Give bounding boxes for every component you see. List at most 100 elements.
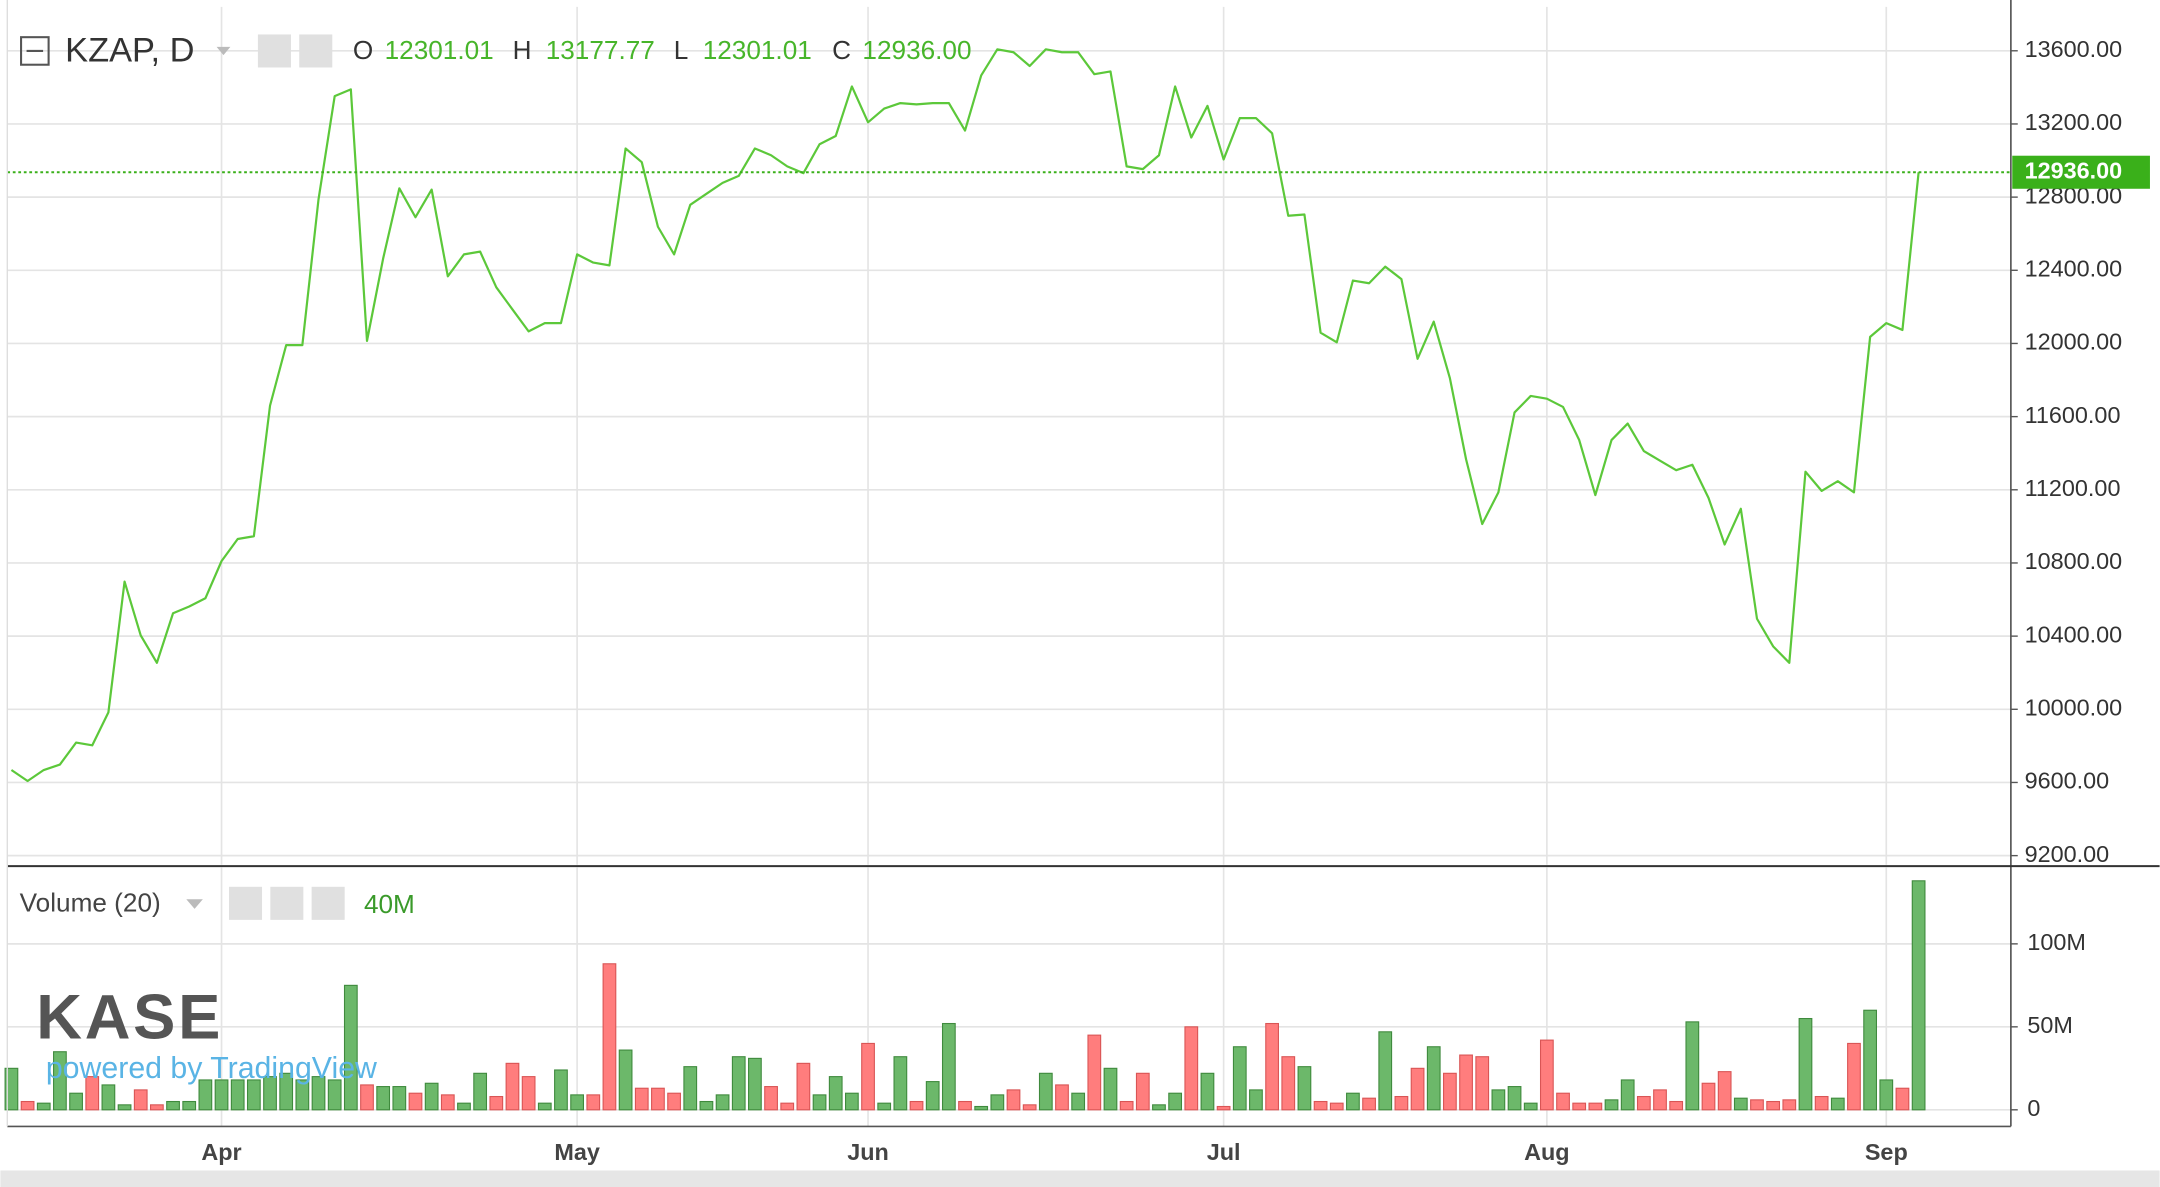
volume-bar <box>958 1100 972 1111</box>
y-tick-label: 9200.00 <box>2025 841 2110 867</box>
volume-bar <box>1443 1072 1457 1111</box>
volume-bar <box>796 1062 811 1111</box>
volume-bar <box>1895 1087 1910 1111</box>
x-tick-label: May <box>554 1139 600 1165</box>
volume-bar <box>263 1076 277 1111</box>
volume-bar <box>699 1100 714 1111</box>
volume-bar <box>861 1042 875 1111</box>
volume-bar <box>1281 1056 1296 1111</box>
volume-bar <box>69 1092 83 1111</box>
volume-bar <box>182 1100 197 1111</box>
x-tick-label: Jun <box>847 1139 889 1165</box>
symbol-dropdown[interactable] <box>216 46 231 56</box>
watermark-caption: powered by TradingView <box>46 1052 377 1085</box>
volume-bar <box>1346 1092 1360 1111</box>
watermark-logo: KASE <box>36 982 223 1052</box>
volume-bar <box>877 1102 892 1111</box>
volume-bar <box>4 1067 19 1111</box>
volume-bar <box>941 1022 956 1111</box>
volume-bar <box>1847 1042 1861 1111</box>
volume-bar <box>812 1094 827 1111</box>
volume-dropdown[interactable] <box>186 899 203 909</box>
volume-bar <box>570 1094 585 1111</box>
volume-bar <box>1329 1102 1344 1111</box>
volume-bar <box>909 1100 924 1111</box>
volume-bar <box>1038 1072 1053 1111</box>
collapse-button[interactable] <box>20 36 50 66</box>
volume-bar <box>1491 1089 1506 1111</box>
volume-bar <box>1507 1086 1522 1111</box>
volume-bar <box>1232 1046 1247 1111</box>
volume-bar <box>36 1102 51 1111</box>
volume-bar <box>1362 1097 1376 1111</box>
volume-remove-button[interactable] <box>311 886 345 920</box>
volume-bar <box>1701 1082 1716 1111</box>
volume-bar <box>1782 1099 1797 1111</box>
settings-button[interactable] <box>299 34 333 68</box>
visibility-button[interactable] <box>257 34 291 68</box>
volume-bar <box>1717 1071 1732 1111</box>
y-tick-label: 50M <box>2027 1012 2073 1038</box>
volume-bar <box>1750 1099 1764 1111</box>
volume-bar <box>311 1076 326 1111</box>
close-label: C <box>832 35 851 65</box>
volume-bar <box>844 1092 859 1111</box>
volume-bar <box>440 1094 455 1111</box>
volume-bar <box>1733 1097 1748 1111</box>
low-label: L <box>674 35 689 65</box>
volume-bar <box>1669 1100 1684 1111</box>
x-tick-label: Sep <box>1865 1139 1908 1165</box>
volume-bar <box>748 1057 762 1111</box>
volume-bar <box>1556 1092 1570 1111</box>
volume-bar <box>1103 1067 1118 1111</box>
volume-bar <box>1216 1105 1231 1111</box>
volume-bar <box>1426 1046 1441 1111</box>
y-tick-label: 11200.00 <box>2025 475 2121 501</box>
volume-bar <box>1006 1089 1021 1111</box>
volume-bar <box>1071 1092 1086 1111</box>
volume-bar <box>1249 1089 1263 1111</box>
low-value: 12301.01 <box>703 35 812 65</box>
volume-bar <box>1620 1079 1635 1111</box>
symbol: KZAP, D <box>65 31 194 69</box>
volume-bar <box>1022 1104 1037 1111</box>
volume-bar <box>424 1082 439 1111</box>
volume-bar <box>246 1079 261 1111</box>
volume-bar <box>731 1056 746 1111</box>
volume-bar <box>133 1089 148 1111</box>
volume-bar <box>1168 1092 1183 1111</box>
volume-bar <box>618 1049 633 1111</box>
volume-bar <box>1636 1095 1651 1111</box>
y-tick-label: 13200.00 <box>2025 109 2123 135</box>
volume-bar <box>1055 1084 1069 1111</box>
volume-bar <box>521 1076 536 1111</box>
marks <box>4 48 2011 1111</box>
volume-bar <box>554 1069 568 1111</box>
volume-bar <box>1653 1089 1667 1111</box>
volume-settings-button[interactable] <box>270 886 304 920</box>
volume-bar <box>1135 1072 1150 1111</box>
volume-bar <box>343 984 358 1111</box>
volume-bar <box>53 1051 67 1111</box>
x-tick-label: Aug <box>1524 1139 1569 1165</box>
volume-bar <box>85 1076 100 1111</box>
volume-bar <box>166 1100 180 1111</box>
volume-visibility-button[interactable] <box>228 886 263 920</box>
volume-bar <box>780 1102 795 1111</box>
volume-title: Volume (20) <box>20 888 161 918</box>
y-tick-label: 11600.00 <box>2025 402 2121 428</box>
volume-bar <box>327 1079 342 1111</box>
volume-bar <box>1394 1095 1409 1111</box>
volume-bar <box>1475 1056 1490 1111</box>
y-tick-label: 13600.00 <box>2025 36 2123 62</box>
volume-bar <box>1152 1104 1166 1111</box>
volume-value: 40M <box>364 889 415 919</box>
y-tick-label: 10800.00 <box>2025 548 2123 574</box>
volume-bar <box>1830 1097 1845 1111</box>
close-value: 12936.00 <box>862 35 971 65</box>
volume-bar <box>764 1086 778 1111</box>
volume-bar <box>198 1079 213 1111</box>
labels: 9200.00 9600.00 10000.00 10400.00 10800.00 11… <box>201 36 2150 1165</box>
volume-bar <box>1588 1102 1603 1111</box>
